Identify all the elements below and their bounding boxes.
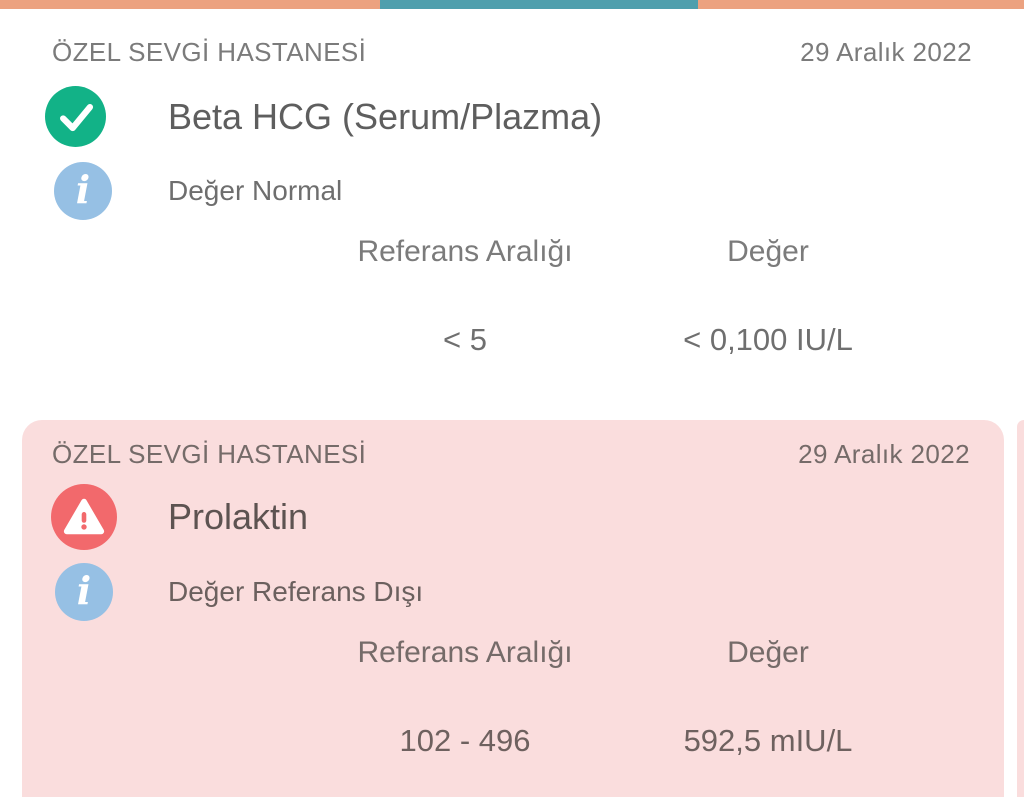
status-row: i Değer Normal xyxy=(0,162,1024,220)
info-icon-glyph: i xyxy=(76,568,92,613)
test-result-value: 592,5 mIU/L xyxy=(683,723,853,758)
next-card-edge[interactable] xyxy=(1017,420,1024,797)
value-header: Değer xyxy=(727,235,809,268)
columns-header-row: Referans Aralığı Değer xyxy=(0,234,1024,270)
test-name: Beta HCG (Serum/Plazma) xyxy=(168,95,603,137)
columns-header-row: Referans Aralığı Değer xyxy=(22,635,1004,671)
status-text: Değer Normal xyxy=(168,175,343,206)
warning-circle-icon xyxy=(51,484,117,550)
carousel-progress-bar xyxy=(0,0,1024,9)
test-name: Prolaktin xyxy=(168,496,309,537)
value-header: Değer xyxy=(727,636,809,669)
test-title-row: Beta HCG (Serum/Plazma) xyxy=(0,86,1024,147)
carousel-track-right xyxy=(698,0,1024,9)
card-header: ÖZEL SEVGİ HASTANESİ 29 Aralık 2022 xyxy=(22,438,1004,470)
card-header: ÖZEL SEVGİ HASTANESİ 29 Aralık 2022 xyxy=(0,36,1024,68)
columns-value-row: 102 - 496 592,5 mIU/L xyxy=(22,723,1004,759)
info-icon[interactable]: i xyxy=(55,563,113,621)
status-row: i Değer Referans Dışı xyxy=(22,563,1004,621)
columns-value-row: < 5 < 0,100 IU/L xyxy=(0,322,1024,358)
result-date: 29 Aralık 2022 xyxy=(798,439,970,469)
lab-result-card-beta-hcg[interactable]: ÖZEL SEVGİ HASTANESİ 29 Aralık 2022 Beta… xyxy=(0,36,1024,358)
carousel-indicator[interactable] xyxy=(380,0,698,9)
check-circle-icon xyxy=(45,86,106,147)
status-text: Değer Referans Dışı xyxy=(168,576,424,607)
test-result-value: < 0,100 IU/L xyxy=(683,322,853,357)
carousel-track-left xyxy=(0,0,380,9)
reference-range-header: Referans Aralığı xyxy=(357,636,573,669)
lab-result-card-prolaktin[interactable]: ÖZEL SEVGİ HASTANESİ 29 Aralık 2022 Prol… xyxy=(22,420,1004,797)
reference-range-value: < 5 xyxy=(443,322,487,357)
reference-range-value: 102 - 496 xyxy=(399,723,531,758)
reference-range-header: Referans Aralığı xyxy=(357,235,573,268)
result-date: 29 Aralık 2022 xyxy=(800,37,972,67)
info-icon-glyph: i xyxy=(75,167,91,212)
test-title-row: Prolaktin xyxy=(22,484,1004,550)
hospital-name: ÖZEL SEVGİ HASTANESİ xyxy=(52,439,367,469)
info-icon[interactable]: i xyxy=(54,162,112,220)
hospital-name: ÖZEL SEVGİ HASTANESİ xyxy=(52,37,367,67)
